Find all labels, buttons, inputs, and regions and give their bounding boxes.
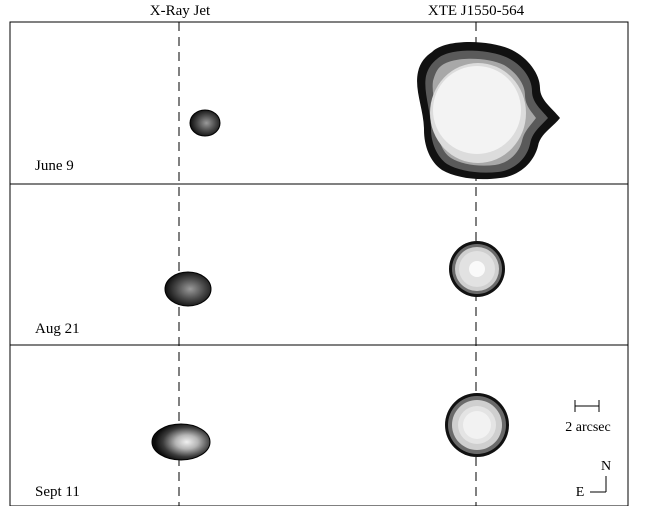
scale-bar-label: 2 arcsec xyxy=(565,420,610,435)
scale-bar: 2 arcsec xyxy=(565,400,611,435)
source-contour-aug-21 xyxy=(449,241,505,297)
source-contour-sept-11 xyxy=(445,393,509,457)
jet-contour-june-9 xyxy=(189,109,221,137)
column-label-source: XTE J1550-564 xyxy=(428,3,525,19)
panel-label-june-9: June 9 xyxy=(35,158,74,174)
compass: N E xyxy=(576,459,611,500)
panel-sept-11: Sept 11 2 arcsec N E xyxy=(35,393,611,500)
panel-label-aug-21: Aug 21 xyxy=(35,321,80,337)
panel-june-9: June 9 xyxy=(35,42,560,180)
compass-north-label: N xyxy=(601,459,611,474)
compass-east-label: E xyxy=(576,485,585,500)
panel-label-sept-11: Sept 11 xyxy=(35,484,80,500)
figure-frame xyxy=(9,21,629,506)
source-contour-june-9 xyxy=(417,42,560,180)
jet-contour-aug-21 xyxy=(164,271,212,307)
column-label-x-ray-jet: X-Ray Jet xyxy=(150,3,211,19)
panel-aug-21: Aug 21 xyxy=(35,241,505,337)
jet-contour-sept-11 xyxy=(151,423,211,461)
